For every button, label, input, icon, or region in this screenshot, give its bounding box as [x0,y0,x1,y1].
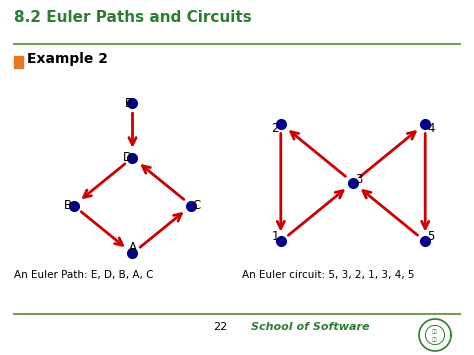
Text: 8.2 Euler Paths and Circuits: 8.2 Euler Paths and Circuits [14,10,252,25]
Text: C: C [192,199,201,212]
Text: 1: 1 [272,230,279,244]
Text: 5: 5 [427,230,434,244]
Text: 中山: 中山 [432,328,438,333]
Text: School of Software: School of Software [251,322,369,332]
Text: 2: 2 [272,121,279,135]
Text: 22: 22 [213,322,227,332]
Text: 4: 4 [427,121,435,135]
Text: 3: 3 [355,173,362,186]
Text: A: A [128,241,137,255]
Text: An Euler Path: E, D, B, A, C: An Euler Path: E, D, B, A, C [14,270,154,280]
Text: 大学: 大学 [432,337,438,342]
Bar [14,56,23,68]
Text: An Euler circuit: 5, 3, 2, 1, 3, 4, 5: An Euler circuit: 5, 3, 2, 1, 3, 4, 5 [242,270,414,280]
Text: D: D [123,151,132,164]
Text: Example 2: Example 2 [27,52,108,66]
Text: E: E [124,97,132,110]
Text: B: B [64,199,72,212]
